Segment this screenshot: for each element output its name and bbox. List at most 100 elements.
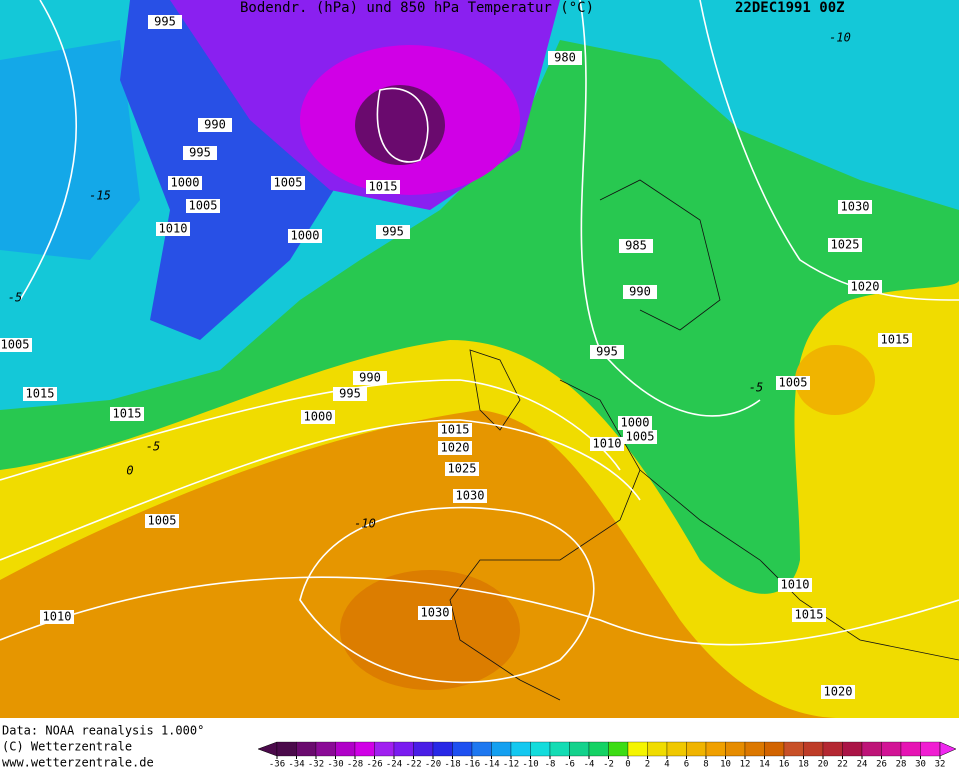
colorbar-segment [569,741,590,757]
colorbar-tick-label: 0 [625,760,630,770]
isobar [0,419,641,561]
colorbar-segment [686,741,707,757]
colorbar-tick-label: -14 [483,760,499,770]
colorbar-tick-label: -8 [545,760,556,770]
colorbar-tick-label: -10 [522,760,538,770]
isobar-label-box [0,338,32,352]
isobar-label-box [619,239,653,253]
map [0,0,959,718]
isobar-label-box [776,376,810,390]
colorbar-segment [413,741,434,757]
isobar-label: 990 [204,118,226,132]
colorbar-segment [315,741,336,757]
isobar-label: 1005 [274,176,303,190]
colorbar-segment [452,741,473,757]
isobar-label-box [445,462,479,476]
colorbar-segment [374,741,395,757]
isobar-label-box [828,238,862,252]
isobar-label: 995 [189,146,211,160]
colorbar-tick-label: 32 [935,760,946,770]
isobar-label-box [198,118,232,132]
field-orange [0,410,840,718]
isobar [0,576,959,646]
field-core [355,85,445,165]
colorbar-tick-label: 14 [759,760,770,770]
isobar-label-box [156,222,190,236]
isobar-label: 1010 [43,610,72,624]
isobar-label-box [778,578,812,592]
isobar-label-box [618,416,652,430]
isobar-label-box [110,407,144,421]
isobar-label: 1010 [781,578,810,592]
colorbar-arrow [257,741,278,757]
colorbar-tick-label: -30 [327,760,343,770]
isobar-label: 1020 [824,685,853,699]
colorbar-tick-label: 16 [779,760,790,770]
isobar-label: 1025 [831,238,860,252]
isobar-label: 1005 [189,199,218,213]
colorbar-tick-label: -22 [405,760,421,770]
colorbar-segment [725,741,746,757]
colorbar-segment [471,741,492,757]
isobar-label-box [438,441,472,455]
colorbar-tick-label: 2 [645,760,650,770]
colorbar-tick-label: 18 [798,760,809,770]
colorbar-segment [783,741,804,757]
isobar-label: 1005 [626,430,655,444]
isobar-label: 1015 [26,387,55,401]
isobar-label: 1020 [441,441,470,455]
colorbar-segment [276,741,297,757]
colorbar-segment [588,741,609,757]
isobar-label: 1010 [593,437,622,451]
colorbar-segment [842,741,863,757]
colorbar-segment [803,741,824,757]
isobar-label-box [168,176,202,190]
isobar-label-box [376,225,410,239]
field-orange-core [340,570,520,690]
colorbar-segment [432,741,453,757]
colorbar-segment [510,741,531,757]
colorbar-tick-label: 24 [857,760,868,770]
colorbar-segment [335,741,356,757]
isobar-label: 1015 [795,608,824,622]
colorbar-tick-label: 30 [915,760,926,770]
isobar-label: 1005 [1,338,30,352]
isobar-label: 985 [625,239,647,253]
temperature-label: -5 [749,381,763,395]
isobar-label: 1000 [291,229,320,243]
temperature-label: -5 [8,291,22,305]
colorbar-tick-label: 10 [720,760,731,770]
colorbar-segment [822,741,843,757]
colorbar-tick-label: -18 [444,760,460,770]
isobar-label-box [353,371,387,385]
colorbar-segment [296,741,317,757]
isobar-label: 1030 [421,606,450,620]
isobar-label: 1005 [779,376,808,390]
isobar-label-box [40,610,74,624]
isobar-label-box [183,146,217,160]
isobar-label-box [186,199,220,213]
colorbar-tick-label: 28 [896,760,907,770]
colorbar-segment [920,741,941,757]
isobar-label-box [301,410,335,424]
colorbar-tick-label: -26 [366,760,382,770]
colorbar-tick-label: -20 [425,760,441,770]
isobar-label: 1020 [851,280,880,294]
isobar-label-box [623,285,657,299]
colorbar-segment [608,741,629,757]
isobar-label: 990 [629,285,651,299]
colorbar-segment [393,741,414,757]
isobar-label: 980 [554,51,576,65]
isobar-label-box [590,345,624,359]
temperature-label: 0 [126,464,133,478]
colorbar-tick-label: 26 [876,760,887,770]
colorbar-tick-label: 22 [837,760,848,770]
colorbar-segment [881,741,902,757]
isobar-label-box [878,333,912,347]
colorbar-tick-label: 20 [818,760,829,770]
isobar-label-box [23,387,57,401]
temperature-label: -10 [829,31,851,45]
isobar-label: 1015 [369,180,398,194]
isobar-label-box [623,430,657,444]
